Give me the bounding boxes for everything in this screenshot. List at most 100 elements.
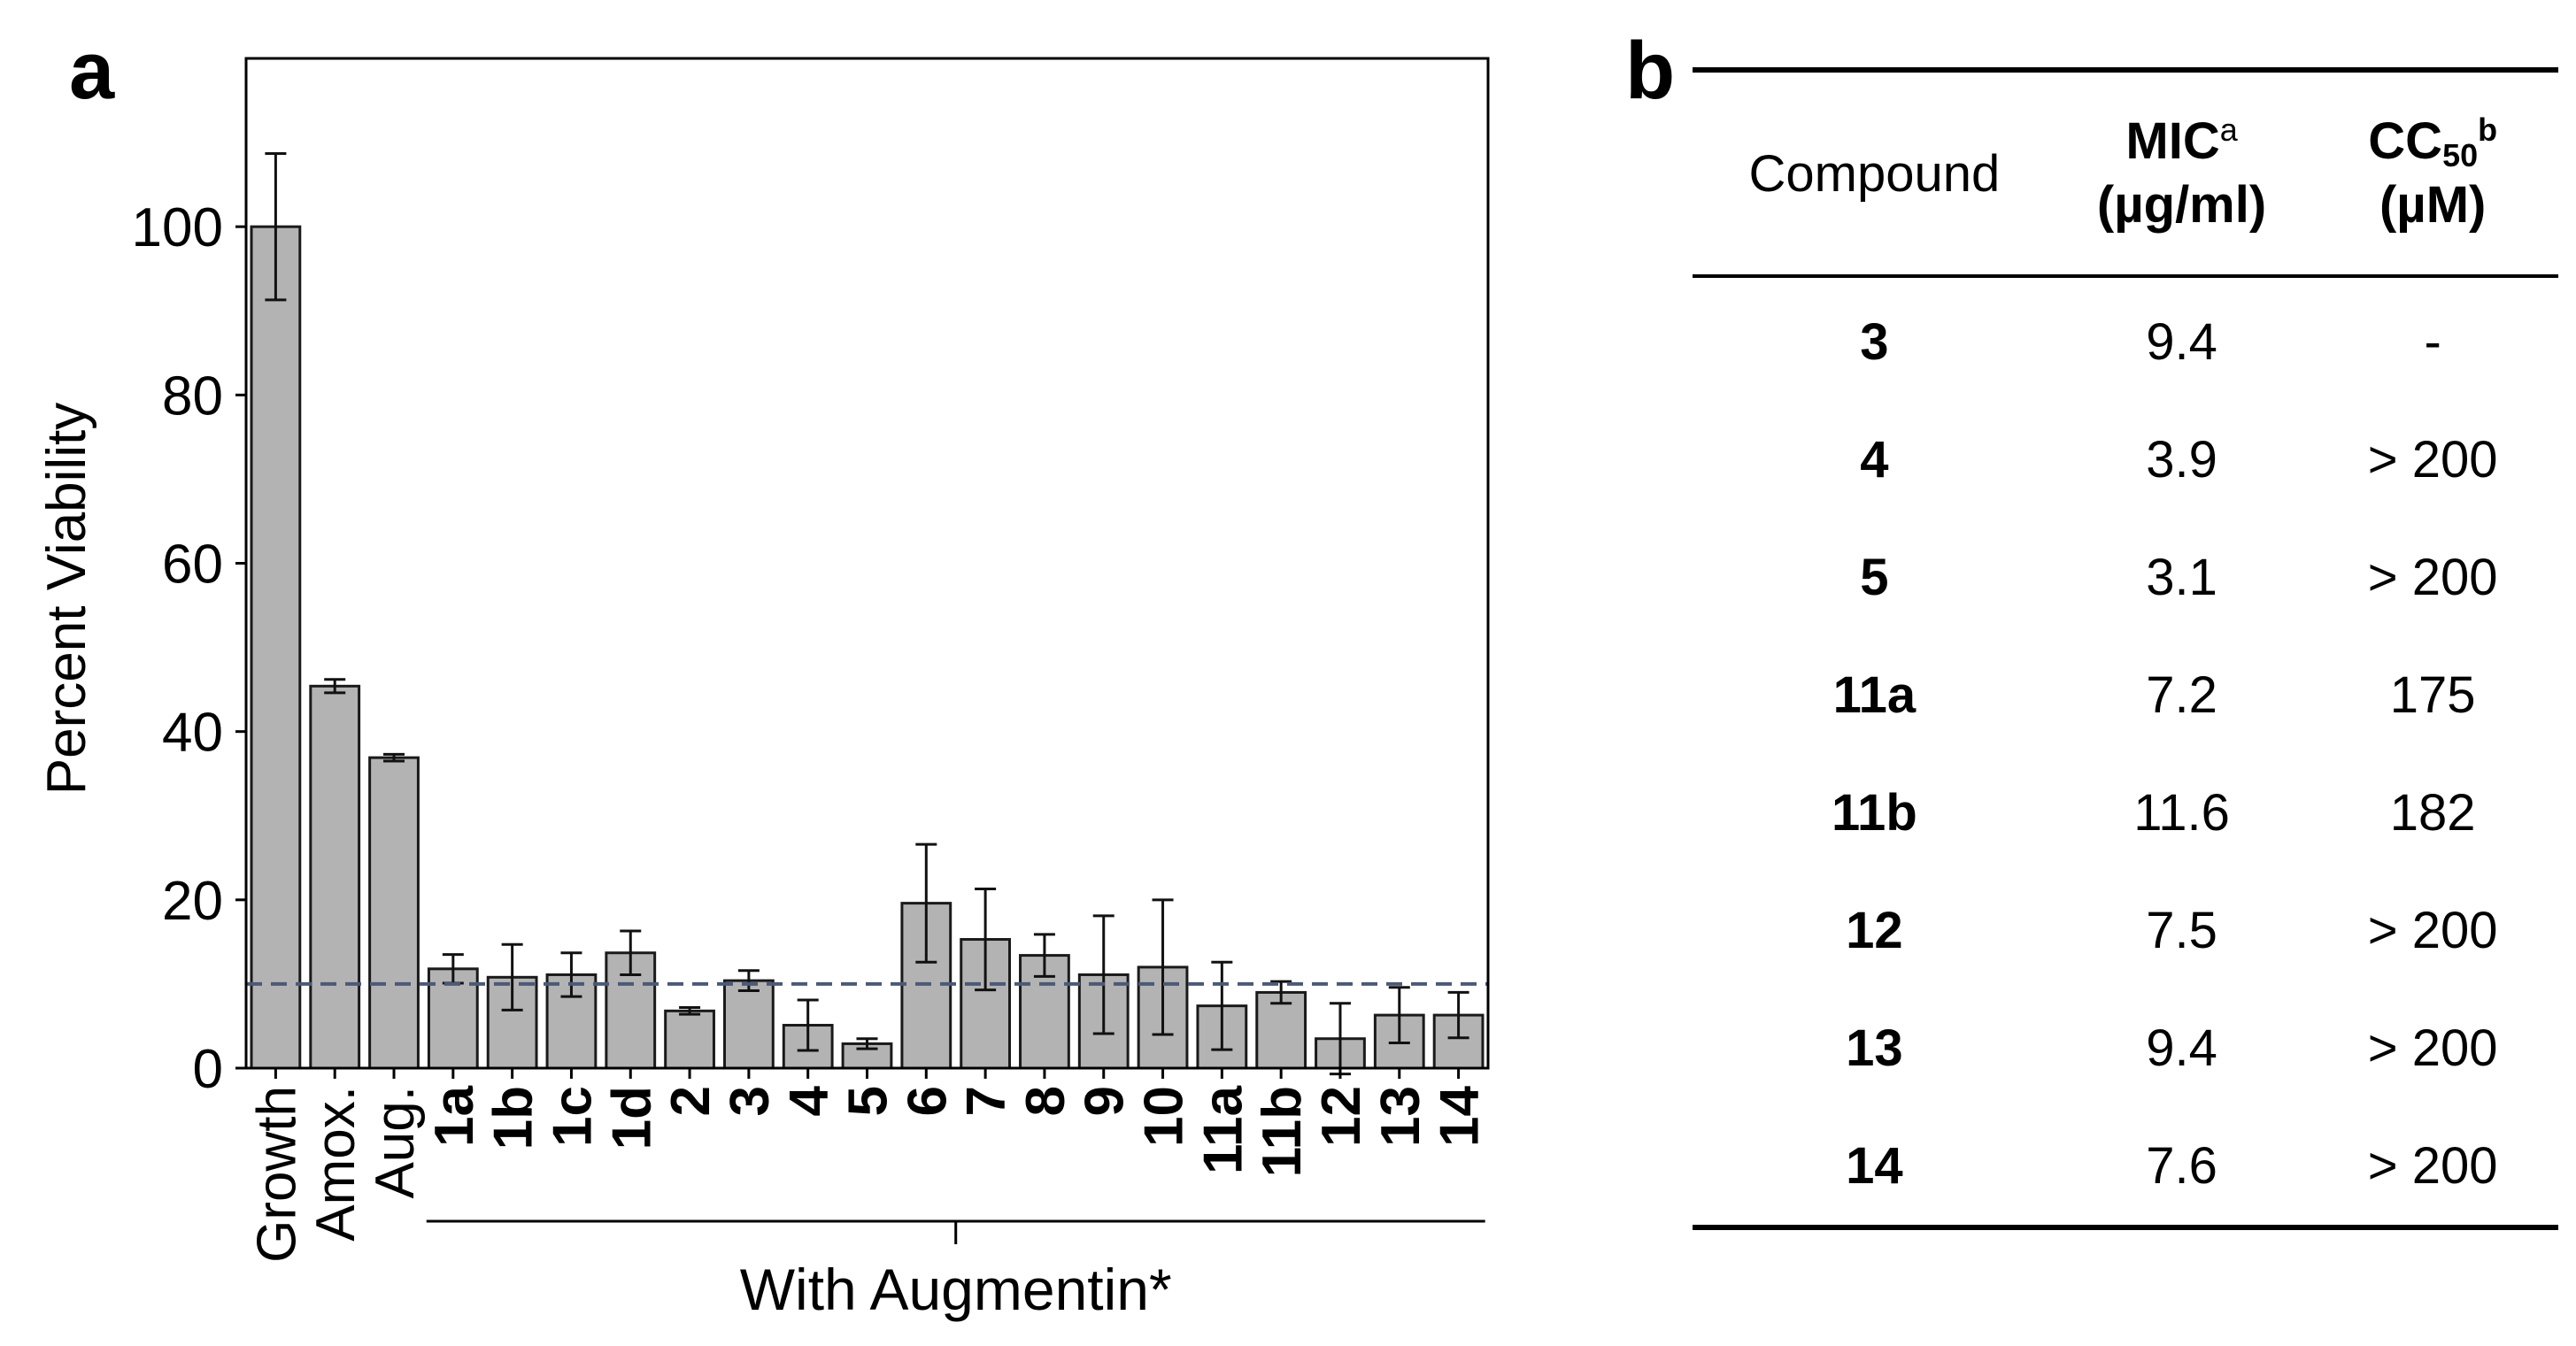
panel-a-label: a [69, 26, 115, 116]
y-tick-label-20: 20 [162, 871, 223, 932]
bar-Amox. [309, 684, 361, 1070]
bracket-label: With Augmentin* [740, 1257, 1172, 1322]
y-axis-label: Percent Viability [36, 403, 97, 795]
y-tick-label-60: 60 [162, 535, 223, 596]
table-header-row: Compound MICa (µg/ml) CC50b (µM) [1693, 67, 2558, 278]
error-bar-1d [620, 929, 642, 976]
x-tick-label-6: 6 [897, 1086, 958, 1116]
mic-cell: 3.1 [2146, 549, 2217, 606]
error-bar-1b [501, 942, 523, 1011]
table-row: 5 3.1 > 200 [1693, 519, 2558, 636]
bar-Growth [250, 225, 302, 1070]
bar-3 [722, 979, 775, 1070]
error-bar-Aug. [383, 752, 405, 763]
x-tick-label-4: 4 [779, 1085, 840, 1116]
error-bar-10 [1152, 898, 1174, 1036]
table-row: 3 9.4 - [1693, 276, 2558, 401]
bars-layer [250, 225, 1485, 1070]
compound-cell: 11a [1832, 666, 1917, 724]
compound-cell: 12 [1846, 902, 1903, 959]
header-mic-label: MIC [2125, 112, 2220, 170]
error-bar-4 [797, 998, 819, 1052]
y-tick-label-100: 100 [132, 197, 223, 258]
error-bar-8 [1033, 933, 1055, 978]
x-tick-label-1d: 1d [601, 1086, 662, 1150]
table-row: 11a 7.2 175 [1693, 636, 2558, 754]
error-bar-11a [1211, 960, 1233, 1051]
header-cc-unit: (µM) [2379, 176, 2487, 234]
table-row: 14 7.6 > 200 [1693, 1107, 2558, 1230]
plot-frame [244, 57, 1490, 1070]
x-tick-label-2: 2 [660, 1086, 721, 1116]
x-tick-label-Amox.: Amox. [305, 1086, 366, 1242]
group-bracket: With Augmentin* [426, 1219, 1485, 1322]
mic-cell: 7.5 [2146, 902, 2217, 959]
bar-chart: 0 20 40 60 80 100 GrowthAmox.Aug.1a1b1c1d2345… [36, 57, 1491, 1322]
panel-b-label: b [1625, 26, 1676, 116]
cc50-cell: > 200 [2367, 1019, 2498, 1077]
y-tick-label-40: 40 [162, 703, 223, 764]
table-row: 13 9.4 > 200 [1693, 989, 2558, 1107]
x-tick-label-12: 12 [1311, 1086, 1372, 1147]
compound-cell: 13 [1846, 1019, 1903, 1077]
x-tick-label-11a: 11a [1192, 1085, 1253, 1174]
compound-table-panel: Compound MICa (µg/ml) CC50b (µM) 3 9.4 - 4… [1693, 67, 2558, 1230]
header-compound-label: Compound [1748, 144, 2001, 203]
cc50-cell: > 200 [2307, 1107, 2558, 1230]
error-bar-Amox. [324, 678, 346, 695]
x-tick-label-13: 13 [1370, 1086, 1431, 1147]
x-tick-label-1c: 1c [542, 1086, 603, 1147]
x-tick-label-14: 14 [1430, 1085, 1491, 1146]
cc50-cell: 175 [2389, 666, 2476, 724]
y-tick-label-0: 0 [193, 1039, 223, 1100]
header-mic: MICa (µg/ml) [2055, 67, 2308, 278]
x-tick-label-8: 8 [1015, 1086, 1076, 1116]
y-axis: 0 20 40 60 80 100 [132, 197, 246, 1100]
error-bar-1c [560, 951, 582, 998]
header-cc-subscript: 50 [2442, 136, 2479, 173]
header-mic-footnote: a [2219, 111, 2238, 148]
cc50-cell: > 200 [2367, 902, 2498, 959]
table-row: 11b 11.6 182 [1693, 754, 2558, 872]
x-tick-label-7: 7 [956, 1086, 1017, 1116]
error-bar-6 [915, 842, 937, 964]
error-bar-9 [1092, 914, 1114, 1035]
compound-cell: 3 [1860, 313, 1889, 371]
cc50-cell: > 200 [2367, 549, 2498, 606]
x-axis: GrowthAmox.Aug.1a1b1c1d234567891011a11b1… [246, 1068, 1491, 1263]
bar-2 [664, 1009, 715, 1070]
error-bar-13 [1388, 986, 1410, 1044]
bar-Aug. [368, 756, 420, 1070]
compound-cell: 4 [1860, 431, 1889, 488]
cc50-cell: - [2424, 313, 2441, 371]
x-tick-label-Aug.: Aug. [365, 1086, 426, 1199]
x-tick-label-3: 3 [720, 1086, 781, 1116]
error-bar-Growth [265, 151, 287, 302]
error-bar-5 [856, 1037, 878, 1050]
header-cc-label: CC [2368, 112, 2443, 170]
x-tick-label-Growth: Growth [246, 1086, 307, 1263]
mic-cell: 3.9 [2146, 431, 2217, 488]
x-tick-label-10: 10 [1134, 1086, 1195, 1147]
mic-cell: 7.6 [2055, 1107, 2308, 1230]
mic-cell: 9.4 [2146, 313, 2217, 371]
mic-cell: 7.2 [2146, 666, 2217, 724]
x-tick-label-1b: 1b [483, 1086, 544, 1150]
cc50-cell: 182 [2389, 784, 2476, 842]
header-cc-footnote: b [2478, 111, 2498, 148]
header-compound: Compound [1693, 67, 2056, 278]
error-bar-7 [975, 887, 997, 992]
error-bar-11b [1270, 980, 1292, 1005]
mic-cell: 9.4 [2146, 1019, 2217, 1077]
x-tick-label-9: 9 [1075, 1086, 1136, 1116]
compound-cell: 14 [1693, 1107, 2056, 1230]
error-bar-14 [1447, 990, 1469, 1040]
x-tick-label-1a: 1a [424, 1085, 485, 1146]
y-tick-label-80: 80 [162, 365, 223, 427]
compound-cell: 5 [1860, 549, 1889, 606]
x-tick-label-11b: 11b [1252, 1086, 1313, 1177]
cc50-cell: > 200 [2367, 431, 2498, 488]
header-cc50: CC50b (µM) [2307, 67, 2558, 278]
mic-cell: 11.6 [2133, 784, 2230, 842]
table-row: 12 7.5 > 200 [1693, 872, 2558, 989]
